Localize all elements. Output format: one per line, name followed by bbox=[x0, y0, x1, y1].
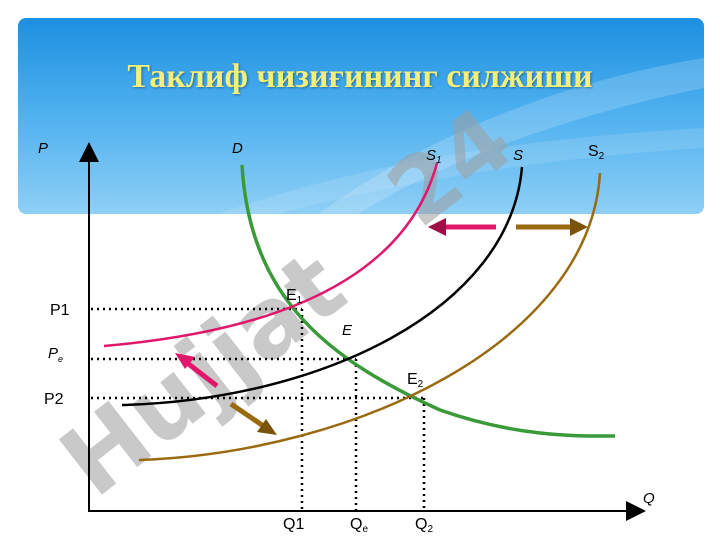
supply-curve-s bbox=[121, 166, 524, 407]
price-p2-label: P2 bbox=[44, 391, 64, 408]
supply-curve-s2 bbox=[138, 172, 602, 462]
point-e-label: E bbox=[342, 322, 353, 339]
point-e1-label: E1 bbox=[286, 287, 303, 306]
demand-curve bbox=[240, 164, 616, 438]
supply-label: S bbox=[513, 147, 523, 164]
price-pe-label: Pe bbox=[48, 345, 63, 364]
demand-label: D bbox=[232, 140, 243, 157]
quantity-q1-label: Q1 bbox=[283, 516, 304, 533]
left-shift-arrow bbox=[428, 218, 496, 236]
guide-lines bbox=[91, 307, 426, 510]
price-p1-label: P1 bbox=[50, 302, 70, 319]
banner-swoosh bbox=[218, 58, 704, 214]
x-axis-label: Q bbox=[643, 490, 655, 507]
title-banner bbox=[18, 18, 704, 214]
supply-curve-s1 bbox=[103, 162, 439, 348]
supply-right-label: S2 bbox=[588, 143, 605, 162]
quantity-q2-label: Q2 bbox=[415, 516, 433, 535]
supply-left-label: S1 bbox=[426, 147, 442, 166]
right-shift-arrow bbox=[516, 218, 588, 236]
slide-title: Таклиф чизиғининг силжиши bbox=[127, 58, 593, 95]
up-left-movement-arrow bbox=[175, 353, 219, 388]
quantity-qe-label: Qe bbox=[350, 516, 368, 535]
point-e2-label: E2 bbox=[407, 371, 424, 390]
y-axis-label: P bbox=[38, 140, 48, 157]
down-right-movement-arrow bbox=[229, 401, 277, 435]
